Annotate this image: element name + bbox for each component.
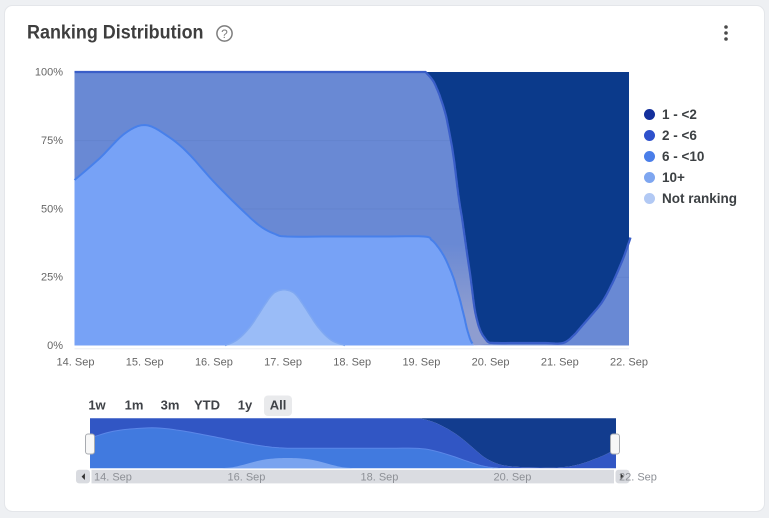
svg-text:2 - <6: 2 - <6 [662,128,697,143]
svg-text:15. Sep: 15. Sep [126,357,164,369]
svg-text:19. Sep: 19. Sep [402,357,440,369]
svg-text:22. Sep: 22. Sep [610,357,648,369]
svg-text:21. Sep: 21. Sep [541,357,579,369]
svg-text:20. Sep: 20. Sep [494,472,532,484]
svg-text:1m: 1m [125,398,144,413]
svg-text:1y: 1y [238,398,253,413]
svg-text:14. Sep: 14. Sep [57,357,95,369]
svg-text:Ranking Distribution: Ranking Distribution [27,23,204,44]
svg-text:10+: 10+ [662,170,685,185]
svg-text:25%: 25% [41,272,63,284]
svg-text:Not ranking: Not ranking [662,191,737,206]
svg-text:6 - <10: 6 - <10 [662,149,704,164]
svg-text:?: ? [221,27,228,41]
svg-text:50%: 50% [41,203,63,215]
svg-text:1w: 1w [88,398,106,413]
svg-text:14. Sep: 14. Sep [94,472,132,484]
svg-text:1 - <2: 1 - <2 [662,107,697,122]
svg-text:0%: 0% [47,340,63,352]
svg-text:16. Sep: 16. Sep [195,357,233,369]
svg-text:3m: 3m [161,398,180,413]
svg-text:18. Sep: 18. Sep [333,357,371,369]
svg-text:All: All [270,398,287,413]
svg-text:20. Sep: 20. Sep [472,357,510,369]
svg-text:18. Sep: 18. Sep [361,472,399,484]
svg-text:YTD: YTD [194,398,220,413]
svg-text:22. Sep: 22. Sep [619,472,657,484]
svg-text:16. Sep: 16. Sep [228,472,266,484]
svg-text:17. Sep: 17. Sep [264,357,302,369]
svg-text:75%: 75% [41,135,63,147]
svg-text:100%: 100% [35,67,63,79]
